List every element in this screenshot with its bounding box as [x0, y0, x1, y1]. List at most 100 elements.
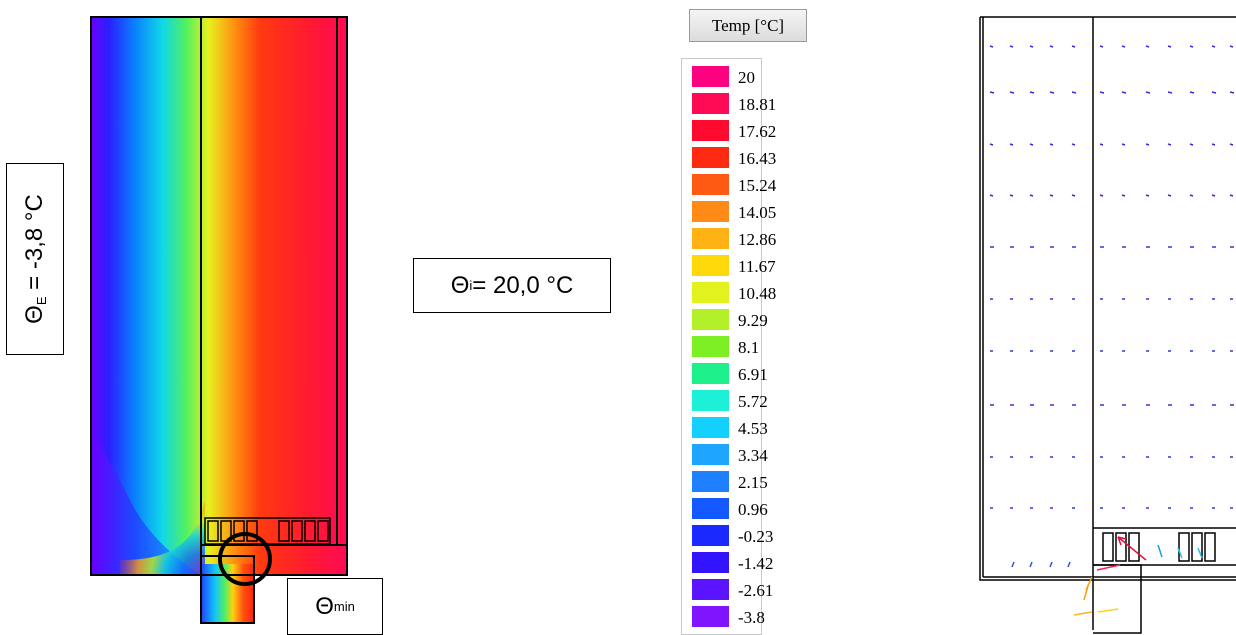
legend-swatch [692, 282, 729, 303]
flux-vector [1168, 92, 1172, 93]
legend-value: -1.42 [738, 554, 773, 574]
flux-vector [1230, 92, 1234, 93]
flux-vector [1190, 46, 1193, 47]
flux-vector [1122, 46, 1125, 47]
flux-vector [1146, 195, 1149, 196]
legend-swatch [692, 417, 729, 438]
legend-swatch [692, 363, 729, 384]
legend-value: 6.91 [738, 365, 768, 385]
legend-value: 4.53 [738, 419, 768, 439]
legend-value: 16.43 [738, 149, 776, 169]
flux-vector [1168, 195, 1171, 196]
legend-value: -3.8 [738, 608, 765, 628]
flux-vector [1122, 144, 1125, 145]
flux-vector [1100, 92, 1104, 93]
legend-swatch [692, 309, 729, 330]
flux-vector [1030, 144, 1033, 145]
flux-vector [990, 144, 993, 145]
flux-vector [1050, 562, 1052, 567]
flux-vector [1146, 92, 1150, 93]
legend-swatch [692, 579, 729, 600]
legend-value: 9.29 [738, 311, 768, 331]
theta-min-symbol: Θ [315, 593, 334, 621]
heat-flux-vector-plot [960, 0, 1236, 635]
theta-e-value: = -3,8 °C [21, 194, 48, 296]
legend-value: 20 [738, 68, 755, 88]
external-temperature-label: ΘE = -3,8 °C [6, 163, 64, 355]
flux-vector [1168, 46, 1171, 47]
legend-swatch [692, 201, 729, 222]
legend-value: 10.48 [738, 284, 776, 304]
legend-value: 14.05 [738, 203, 776, 223]
theta-e-subscript: E [34, 296, 49, 305]
flux-vector [990, 46, 993, 47]
flux-vector [1122, 195, 1125, 196]
legend-swatch [692, 93, 729, 114]
flux-vector [1010, 46, 1013, 47]
legend-swatch [692, 390, 729, 411]
flux-vector [1012, 562, 1014, 567]
flux-vector [1030, 195, 1033, 196]
flux-vectors [990, 46, 1234, 567]
legend-value: 18.81 [738, 95, 776, 115]
legend-swatch [692, 66, 729, 87]
flux-vector [1030, 92, 1034, 93]
legend-value: 8.1 [738, 338, 759, 358]
internal-temperature-label: Θi = 20,0 °C [413, 258, 611, 313]
theta-i-value: = 20,0 °C [472, 272, 573, 300]
flux-vector [1050, 144, 1053, 145]
vector-outlines [980, 17, 1236, 633]
flux-vector [1146, 46, 1149, 47]
flux-vector [1068, 562, 1070, 567]
legend-swatch [692, 255, 729, 276]
legend-value: 11.67 [738, 257, 776, 277]
theta-i-symbol: Θ [451, 272, 470, 300]
legend-swatch [692, 606, 729, 627]
flux-vector [1072, 144, 1075, 145]
legend-swatch [692, 498, 729, 519]
flux-vector [1212, 92, 1216, 93]
flux-vector [1030, 46, 1033, 47]
theta-e-symbol: Θ [21, 305, 48, 324]
flux-vector [1072, 92, 1076, 93]
flux-vector [1212, 144, 1215, 145]
legend-swatch [692, 444, 729, 465]
legend-value: 12.86 [738, 230, 776, 250]
flux-vector [1050, 46, 1053, 47]
flux-vector [1050, 195, 1053, 196]
flux-vector [1122, 92, 1126, 93]
legend-swatch [692, 174, 729, 195]
wall-field [91, 17, 347, 575]
flux-vector [1100, 46, 1103, 47]
legend-value: -2.61 [738, 581, 773, 601]
flux-vector [1010, 195, 1013, 196]
flux-vector [1230, 144, 1233, 145]
flux-vector [1100, 144, 1103, 145]
flux-vector [990, 92, 994, 93]
flux-vector [1030, 562, 1032, 567]
legend-title-button[interactable]: Temp [°C] [689, 9, 807, 42]
flux-vector [1190, 195, 1193, 196]
flux-vector [1212, 46, 1215, 47]
legend-value: 3.34 [738, 446, 768, 466]
legend-swatch [692, 552, 729, 573]
legend-value: -0.23 [738, 527, 773, 547]
flux-vector [1212, 195, 1215, 196]
flux-vector [1230, 46, 1233, 47]
legend-value: 0.96 [738, 500, 768, 520]
flux-vector [1230, 195, 1233, 196]
legend-swatch [692, 147, 729, 168]
flux-vector [1190, 144, 1193, 145]
legend-swatch [692, 525, 729, 546]
flux-vector [1010, 92, 1014, 93]
flux-vector [1190, 92, 1194, 93]
legend-swatch [692, 336, 729, 357]
legend-swatch [692, 471, 729, 492]
bottom-stub [201, 564, 254, 623]
legend-value: 15.24 [738, 176, 776, 196]
legend-swatch [692, 120, 729, 141]
flux-vector [1010, 144, 1013, 145]
legend-swatch [692, 228, 729, 249]
legend-value: 5.72 [738, 392, 768, 412]
